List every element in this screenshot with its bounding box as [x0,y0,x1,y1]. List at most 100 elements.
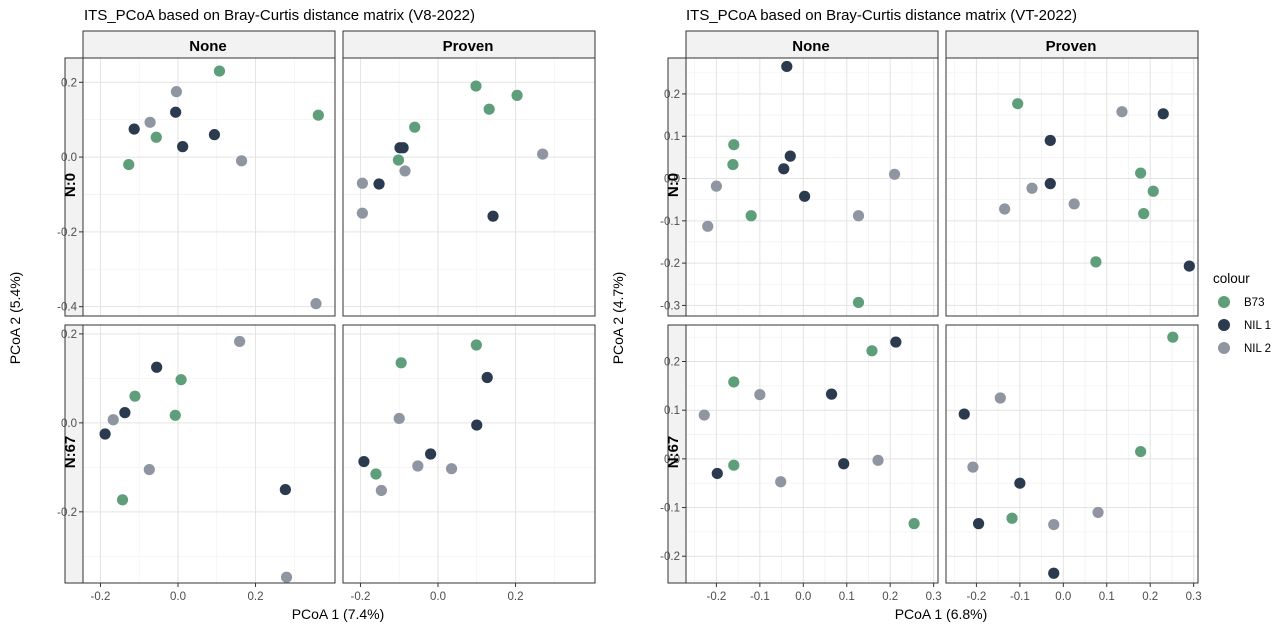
y-tick-label: 0.0 [664,454,680,466]
data-point-b73 [728,376,740,388]
panel-background [343,58,595,316]
data-point-b73 [470,80,482,92]
data-point-nil-2 [356,177,368,189]
data-point-nil-2 [1026,182,1038,194]
y-tick-label: -0.3 [660,300,680,312]
data-point-nil-1 [799,190,811,202]
data-point-b73 [1138,208,1150,220]
data-point-nil-2 [967,461,979,473]
panel-background [946,58,1198,316]
data-point-nil-2 [994,392,1006,404]
x-tick-label: 0.2 [882,591,898,603]
data-point-b73 [150,131,162,143]
gridlines [686,325,938,583]
data-point-nil-1 [711,467,723,480]
legend-key-b73 [1218,296,1230,308]
data-point-b73 [175,374,187,386]
x-tick-label: -0.2 [351,591,371,603]
x-tick-label: 0.2 [248,591,264,603]
strip-label-row-n0: N:0 [665,173,682,197]
data-point-nil-2 [412,460,424,472]
data-point-b73 [392,154,405,166]
data-point-nil-1 [279,483,291,496]
gridlines [686,58,938,316]
data-point-nil-2 [537,148,549,160]
x-tick-label: -0.2 [91,591,111,603]
x-tick-label: -0.2 [706,591,726,603]
panel-background [686,58,938,316]
legend-label-b73: B73 [1244,297,1264,309]
gridlines [946,58,1198,316]
data-point-nil-1 [1044,134,1056,147]
data-points [123,65,324,310]
y-tick-label: 0.2 [61,329,77,341]
data-point-b73 [1135,445,1147,458]
x-axis-title: PCoA 1 (7.4%) [292,606,385,622]
panel-background [83,58,335,316]
data-point-nil-2 [375,484,387,497]
gridlines [83,325,335,583]
data-point-nil-1 [1183,260,1195,272]
panel-background [686,325,938,583]
y-tick-label: 0.2 [664,357,680,369]
data-point-nil-2 [144,116,156,128]
data-point-nil-1 [397,142,409,154]
legend-label-nil-1: NIL 1 [1244,320,1271,332]
panel-background [83,325,335,583]
y-tick-label: 0.1 [664,131,680,143]
strip-col-none [685,30,939,59]
data-point-nil-2 [754,389,766,401]
data-point-nil-2 [235,155,248,167]
data-point-nil-1 [838,458,850,470]
data-point-nil-2 [1116,106,1128,118]
strip-label-col-proven: Proven [443,38,494,55]
panel-border [342,324,596,584]
strip-col-proven [945,30,1199,59]
data-point-nil-1 [972,518,985,530]
data-point-nil-1 [1157,108,1169,120]
y-tick-label: -0.2 [57,227,77,239]
x-tick-label: 0.1 [1099,591,1115,603]
data-point-nil-1 [99,428,111,440]
data-point-nil-1 [481,371,493,384]
data-point-nil-1 [958,408,970,420]
data-point-nil-1 [471,419,483,431]
data-point-b73 [409,121,421,133]
y-tick-label: -0.1 [660,216,680,228]
data-point-b73 [1135,167,1147,179]
data-point-b73 [370,468,382,480]
strip-col-proven [342,30,596,59]
panel-border [685,324,939,584]
legend-label-nil-2: NIL 2 [1244,343,1271,355]
data-point-b73 [312,109,324,121]
data-point-nil-1 [1014,477,1026,489]
data-points [698,336,920,530]
data-point-nil-2 [702,220,714,232]
legend-title: colour [1213,271,1250,286]
data-point-b73 [511,89,523,101]
data-point-nil-1 [1044,178,1056,190]
data-point-nil-1 [778,163,790,175]
data-point-b73 [1090,256,1102,268]
data-point-nil-1 [825,388,838,400]
panel-n-67-none: -0.2 -0.1 0.0 0.1 0.2 -0.2 -0.1 0.0 0.1 0.2 0.3 [660,324,942,603]
data-point-nil-2 [356,207,368,219]
y-tick-label: 0.0 [61,418,77,430]
x-tick-label: 0.3 [926,591,942,603]
data-point-b73 [728,139,740,151]
facet-background: -0.3-0.2-0.10.00.10.2-0.2-0.10.00.10.2-0… [660,30,1202,603]
data-point-b73 [169,409,181,421]
data-point-b73 [213,65,226,77]
strip-label-row-n67: N:67 [62,436,79,469]
x-axis-title: PCoA 1 (6.8%) [895,606,988,622]
data-point-b73 [123,158,135,171]
strip-label-col-none: None [189,38,227,55]
data-point-b73 [129,390,141,402]
y-tick-label: 0.0 [61,152,77,164]
gridlines [946,325,1198,583]
data-point-nil-2 [1092,506,1104,519]
data-point-nil-1 [128,123,140,135]
y-tick-label: 0.1 [664,405,680,417]
data-point-b73 [395,357,407,369]
panel-n-0-proven [945,57,1199,317]
